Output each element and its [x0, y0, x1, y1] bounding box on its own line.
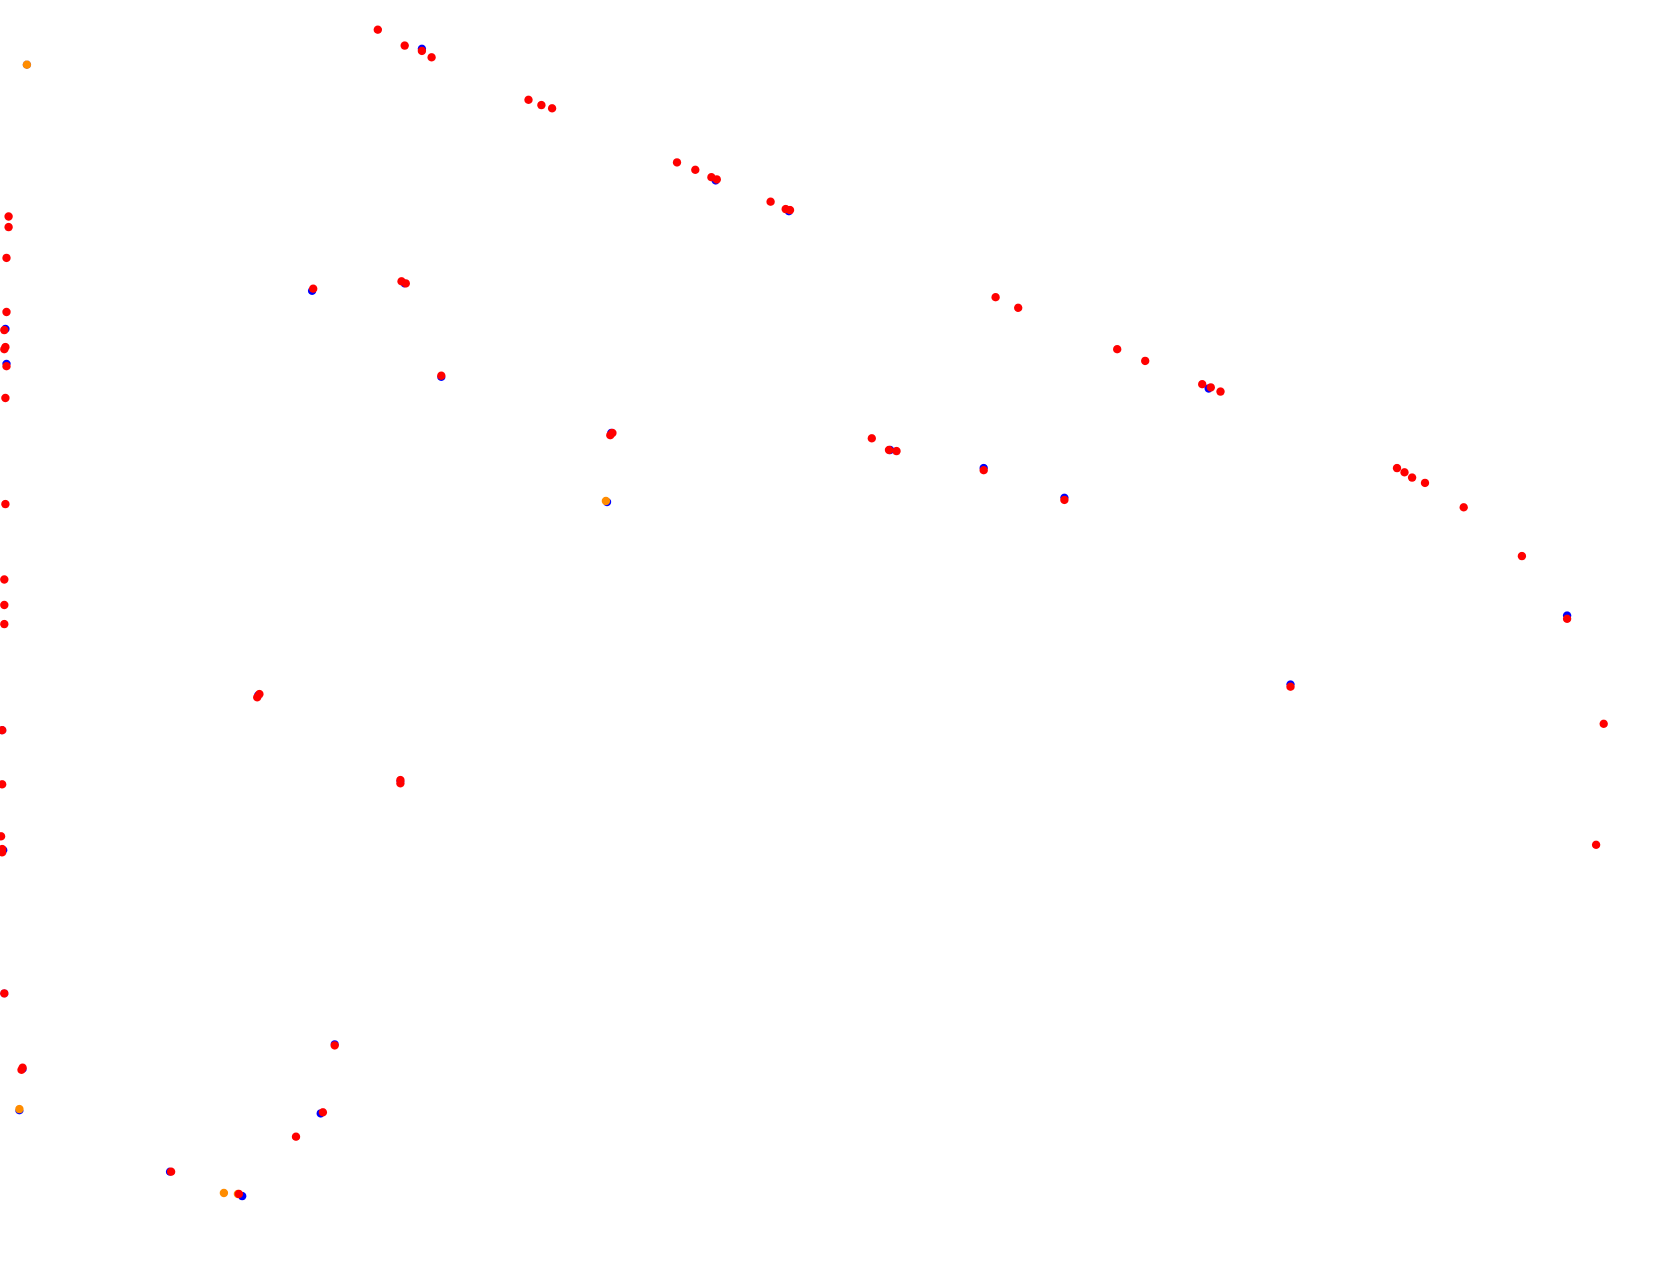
- data-point: [524, 95, 533, 105]
- data-point: [437, 371, 446, 380]
- data-point: [291, 1132, 301, 1141]
- data-point: [4, 212, 13, 221]
- series-2: [0, 25, 1608, 1199]
- data-point: [219, 1188, 229, 1198]
- data-point: [892, 446, 901, 456]
- data-point: [691, 165, 700, 174]
- data-point: [330, 1041, 339, 1050]
- data-point: [1599, 719, 1608, 728]
- data-point: [396, 779, 405, 788]
- data-point: [766, 197, 775, 206]
- data-point: [0, 848, 7, 857]
- data-point: [1216, 387, 1225, 396]
- data-point: [22, 60, 32, 69]
- data-point: [4, 222, 13, 232]
- data-point: [0, 575, 9, 584]
- data-point: [1459, 503, 1468, 512]
- data-point: [884, 445, 894, 455]
- data-point: [0, 989, 9, 998]
- data-point: [606, 431, 615, 440]
- data-point: [1014, 303, 1023, 312]
- data-point: [0, 600, 9, 610]
- data-point: [0, 726, 7, 735]
- data-point: [0, 619, 9, 629]
- data-point: [991, 293, 1000, 302]
- data-point: [1, 393, 10, 403]
- data-point: [166, 1167, 176, 1176]
- data-point: [1198, 380, 1207, 389]
- data-point: [234, 1189, 244, 1199]
- data-point: [1591, 840, 1601, 849]
- data-point: [867, 434, 876, 443]
- data-point: [1286, 682, 1295, 691]
- data-point: [1113, 345, 1122, 354]
- data-point: [373, 25, 382, 34]
- data-point: [1, 499, 10, 509]
- data-point: [1517, 551, 1527, 561]
- data-point: [1060, 495, 1069, 505]
- data-point: [2, 362, 11, 371]
- data-point: [2, 253, 11, 263]
- data-point: [309, 284, 318, 293]
- data-point: [672, 158, 682, 167]
- data-points: [0, 25, 1608, 1201]
- data-point: [1206, 383, 1216, 392]
- data-point: [401, 279, 410, 288]
- data-point: [417, 46, 427, 56]
- data-point: [427, 53, 436, 62]
- data-point: [0, 325, 9, 335]
- data-point: [1141, 356, 1150, 366]
- data-point: [1392, 463, 1402, 473]
- data-point: [318, 1108, 328, 1117]
- data-point: [1420, 478, 1430, 488]
- data-point: [15, 1104, 24, 1114]
- data-point: [253, 693, 262, 702]
- data-point: [400, 41, 409, 50]
- data-point: [601, 496, 611, 506]
- data-point: [537, 100, 546, 110]
- data-point: [547, 104, 557, 113]
- data-point: [1400, 468, 1409, 477]
- data-point: [979, 466, 988, 475]
- data-point: [17, 1065, 26, 1075]
- data-point: [1562, 614, 1572, 623]
- data-point: [785, 205, 795, 215]
- data-point: [0, 832, 6, 841]
- data-point: [1407, 473, 1417, 482]
- data-point: [712, 175, 721, 184]
- data-point: [0, 780, 7, 789]
- data-point: [2, 307, 11, 317]
- data-point: [0, 345, 9, 354]
